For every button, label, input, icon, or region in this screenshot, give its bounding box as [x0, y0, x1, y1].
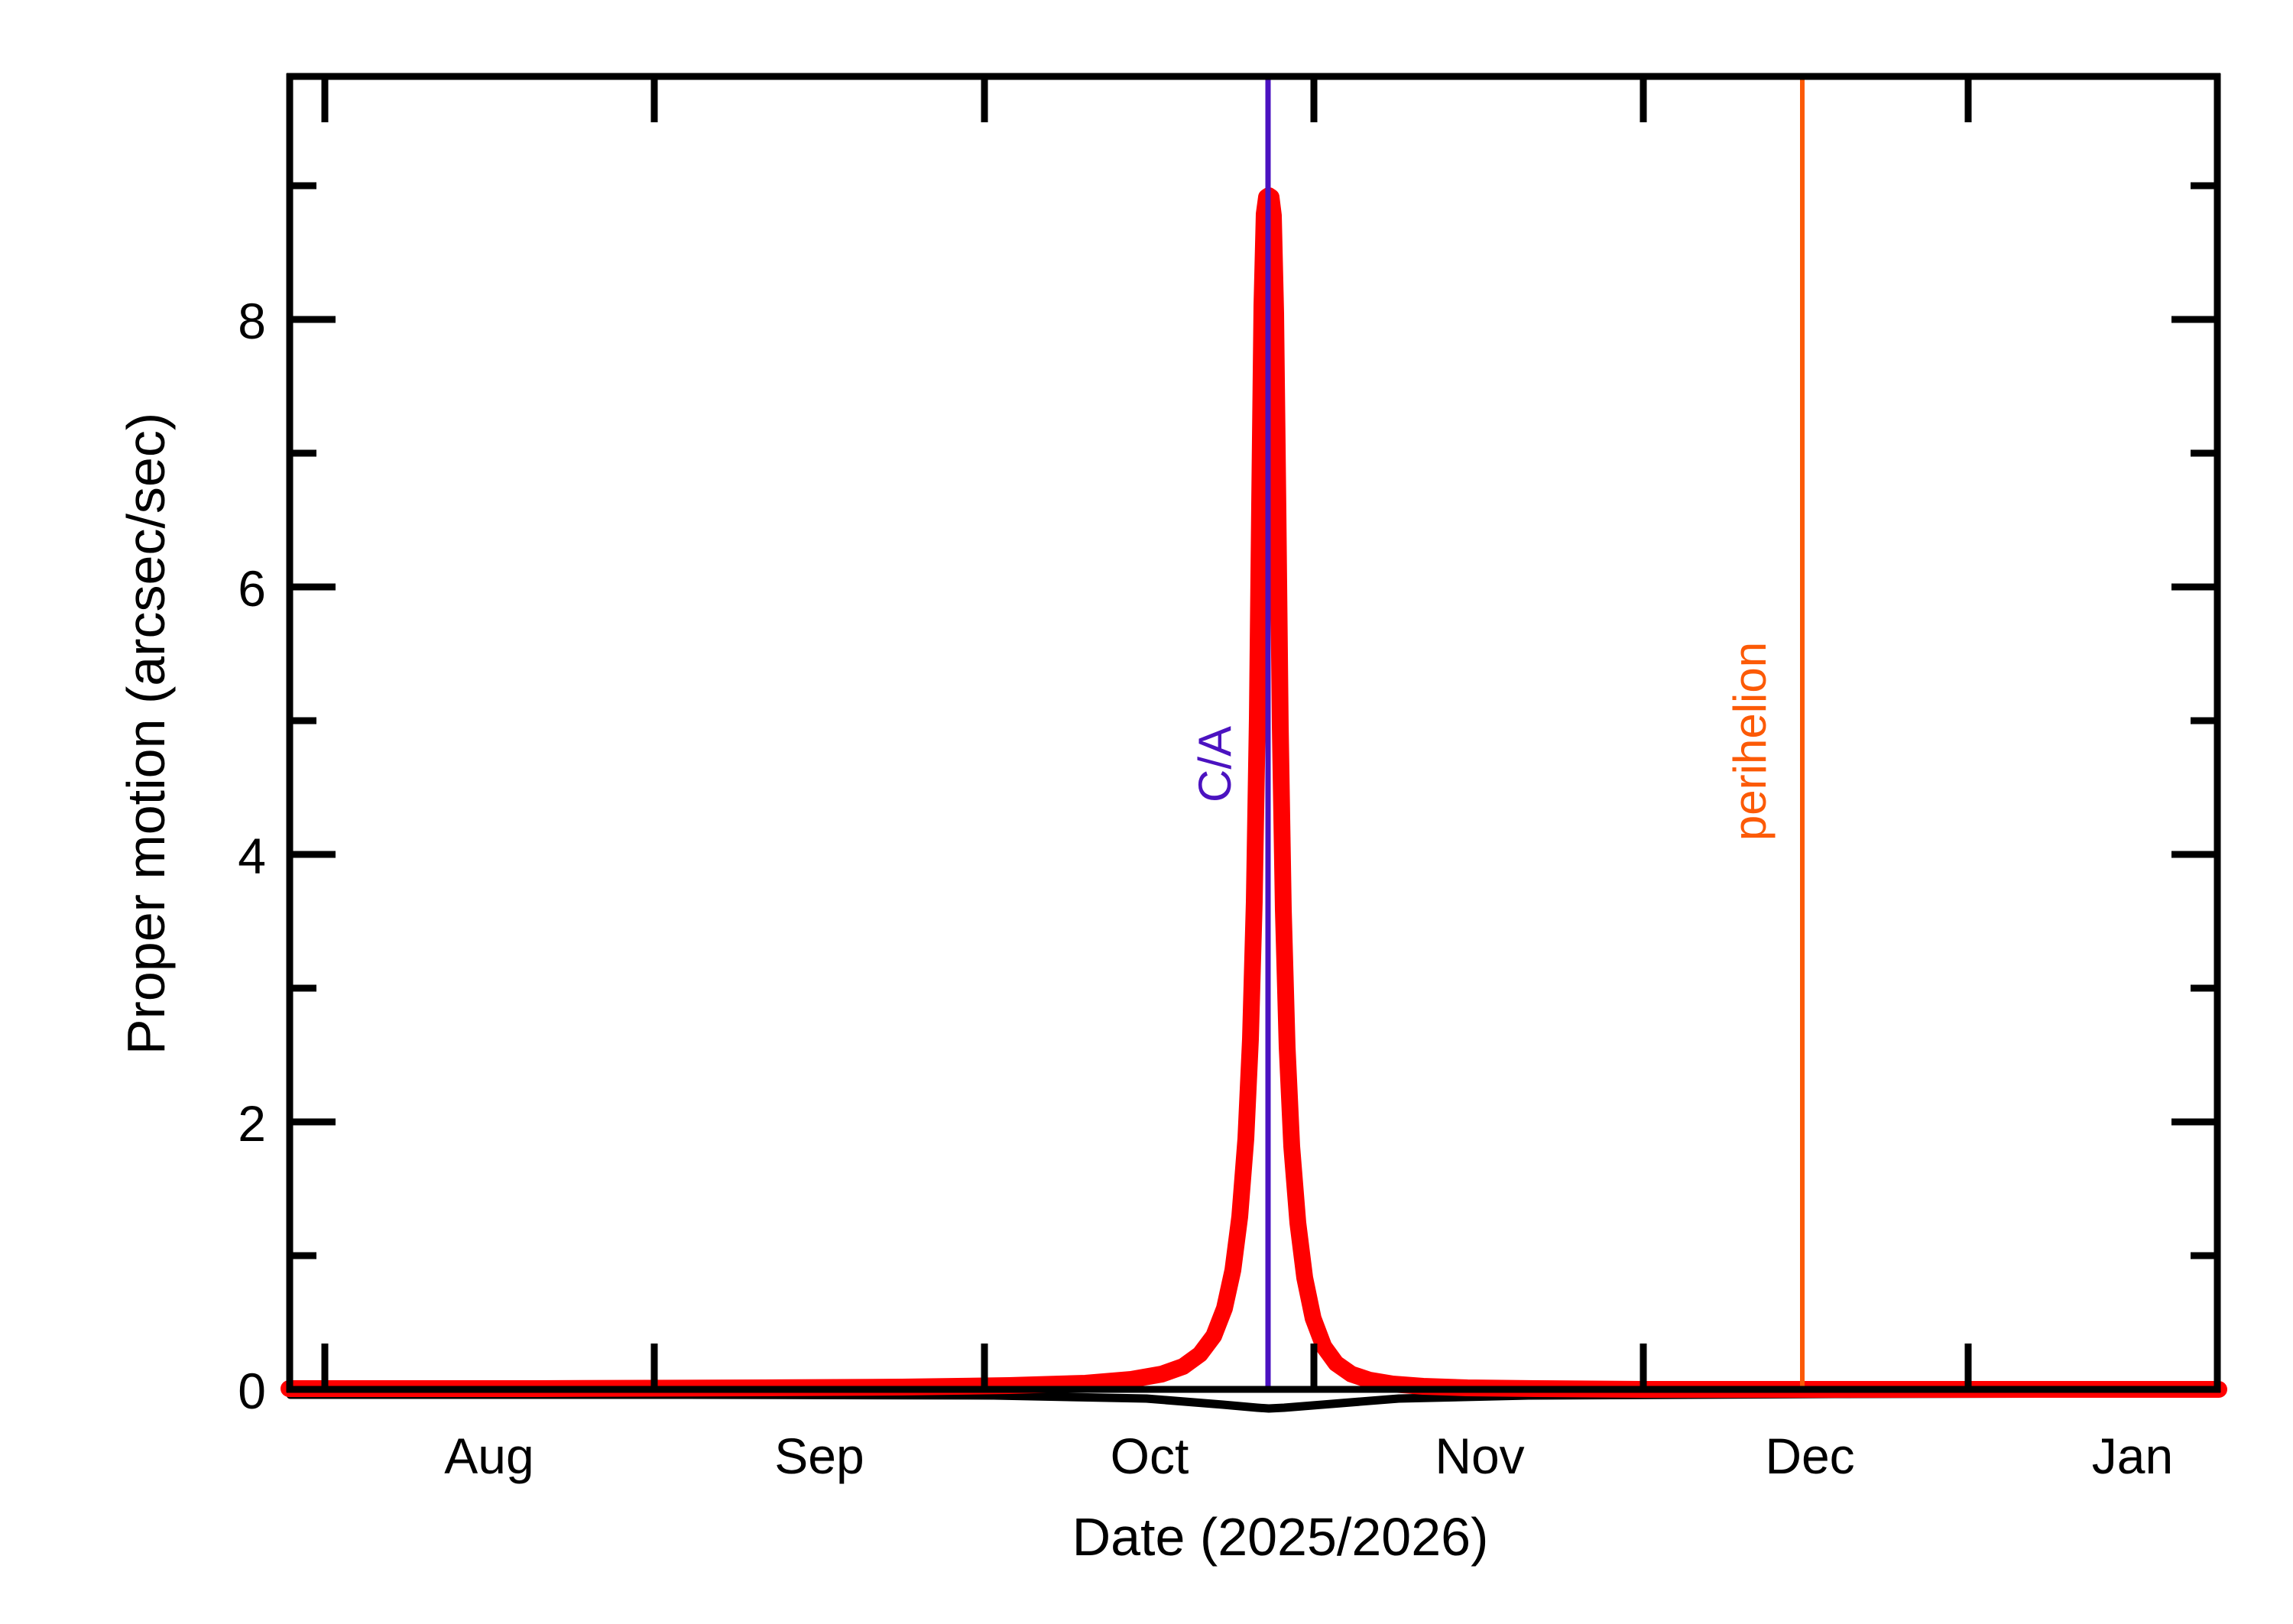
x-tick-label-dec: Dec [1765, 1428, 1854, 1484]
y-axis-title: Proper motion (arcsec/sec) [116, 413, 176, 1055]
x-tick-label-aug: Aug [444, 1428, 534, 1484]
x-axis-title: Date (2025/2026) [1072, 1507, 1489, 1567]
y-axis-minor-ticks-right [2191, 182, 2217, 1259]
y-tick-label-4: 4 [238, 828, 266, 884]
x-tick-label-oct: Oct [1111, 1428, 1189, 1484]
x-axis-ticks-top [321, 76, 1972, 122]
y-tick-label-2: 2 [238, 1095, 266, 1152]
y-tick-label-0: 0 [238, 1363, 266, 1419]
y-axis-major-ticks-right [2171, 316, 2217, 1393]
y-tick-label-6: 6 [238, 560, 266, 617]
x-tick-label-sep: Sep [774, 1428, 864, 1484]
close-approach-label: C/A [1189, 726, 1241, 802]
x-tick-label-jan: Jan [2092, 1428, 2173, 1484]
x-axis-ticks-bottom [321, 1344, 1972, 1389]
y-tick-label-8: 8 [238, 293, 266, 349]
y-axis-minor-ticks-left [290, 182, 316, 1259]
perihelion-label: perihelion [1724, 642, 1776, 841]
x-tick-label-nov: Nov [1435, 1428, 1524, 1484]
